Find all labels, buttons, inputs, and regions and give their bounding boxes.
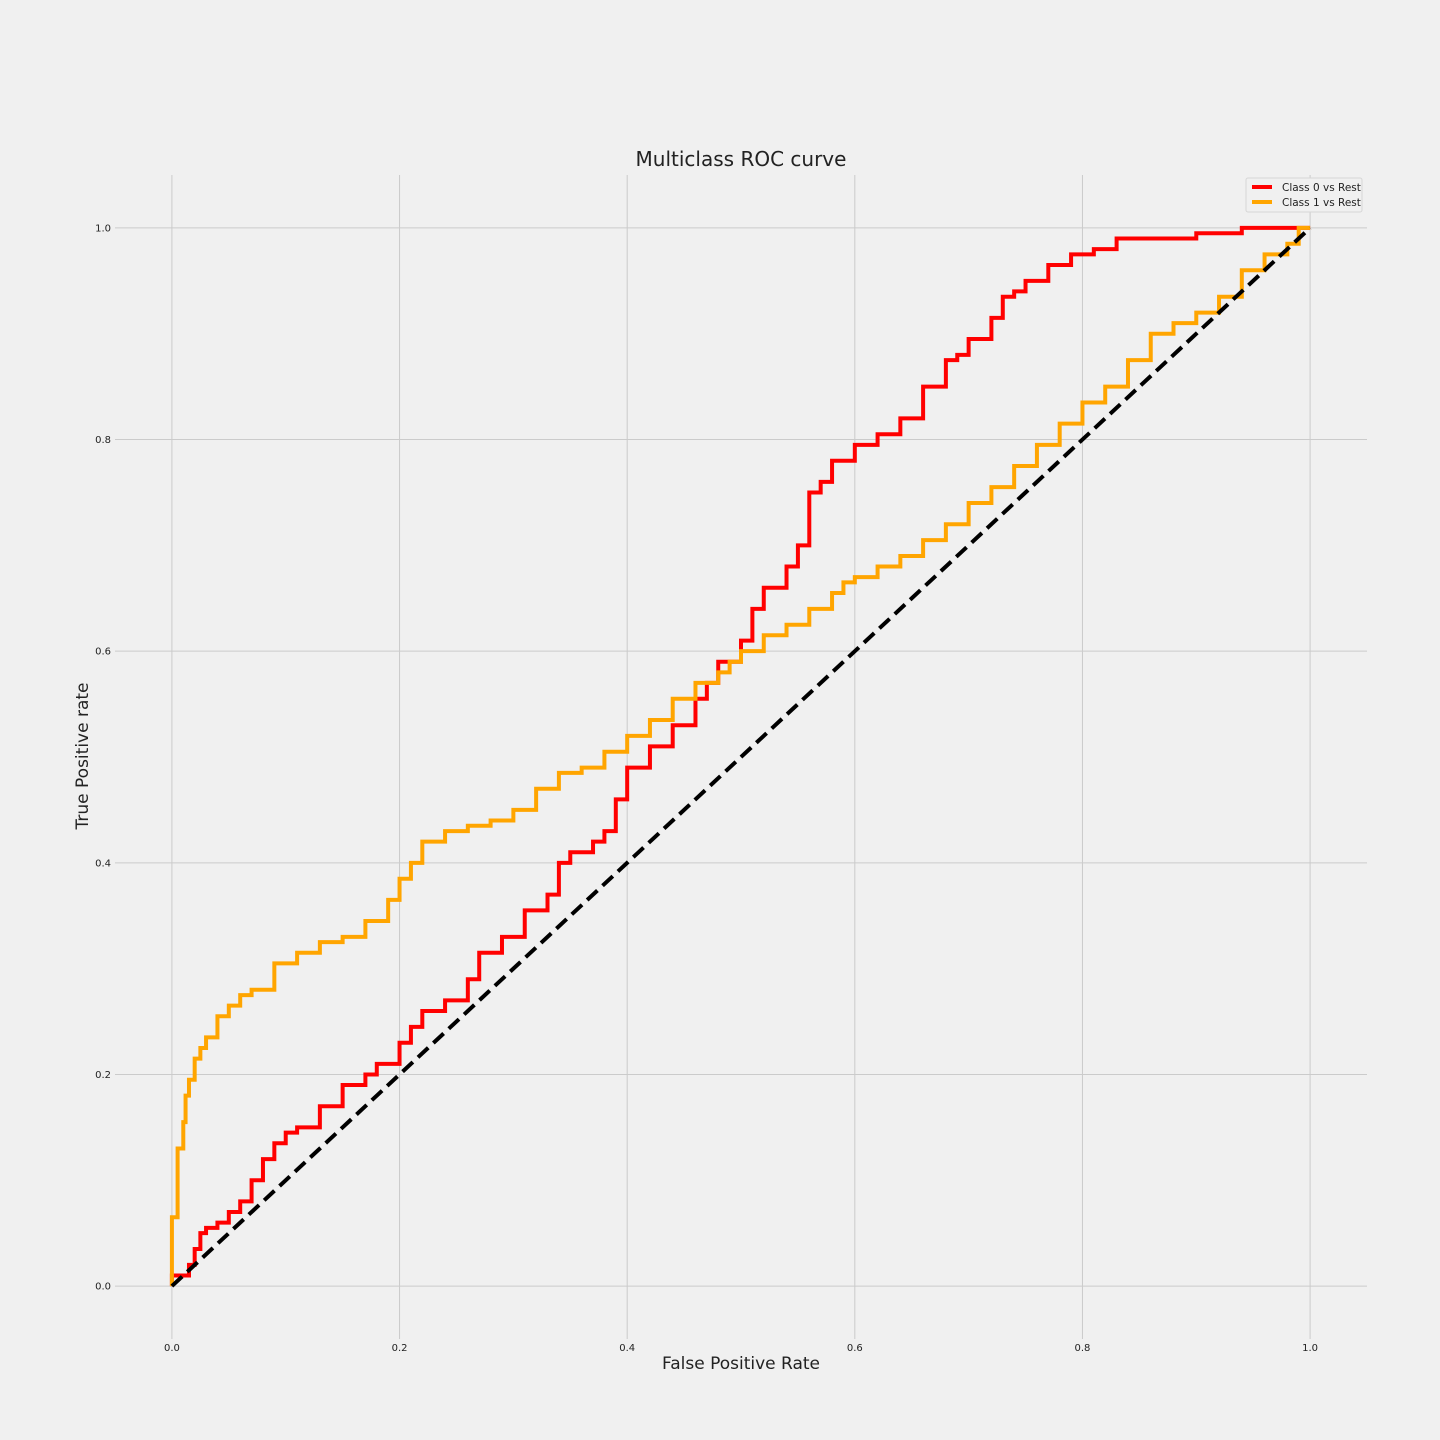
legend-label-1: Class 1 vs Rest	[1282, 197, 1361, 209]
legend-label-0: Class 0 vs Rest	[1282, 182, 1361, 194]
y-tick-label: 0.2	[95, 1070, 111, 1081]
x-tick-label: 0.6	[847, 1343, 863, 1354]
x-tick-label: 0.8	[1075, 1343, 1091, 1354]
y-tick-label: 0.8	[95, 435, 111, 446]
x-tick-label: 0.2	[392, 1343, 408, 1354]
legend-frame	[1245, 177, 1363, 213]
grid	[115, 175, 1367, 1339]
x-tick-label: 0.0	[164, 1343, 180, 1354]
y-tick-label: 0.6	[95, 647, 111, 658]
tick-labels: 0.0 0.2 0.4 0.6 0.8 1.0 0.0 0.2 0.4 0.6 0.8 1.0	[95, 223, 1318, 1354]
y-tick-label: 0.4	[95, 858, 111, 869]
chart-title: Multiclass ROC curve	[636, 147, 847, 171]
legend: Class 0 vs Rest Class 1 vs Rest	[1245, 177, 1363, 213]
x-tick-label: 0.4	[619, 1343, 635, 1354]
x-axis-label: False Positive Rate	[662, 1354, 820, 1374]
reference-diagonal-line	[170, 226, 1312, 1288]
series-line-0	[169, 225, 1311, 1287]
x-tick-label: 1.0	[1302, 1343, 1318, 1354]
y-tick-label: 1.0	[95, 223, 111, 234]
series-lines	[169, 225, 1312, 1288]
y-axis-label: True Positive rate	[73, 683, 93, 831]
y-tick-label: 0.0	[95, 1282, 111, 1293]
series-line-1	[169, 225, 1311, 1287]
